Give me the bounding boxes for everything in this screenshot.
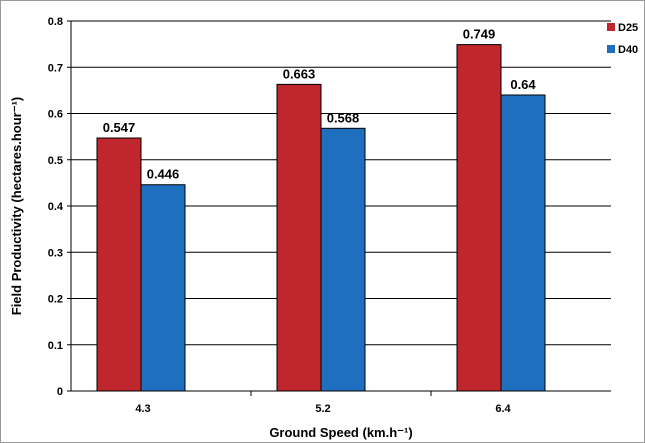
legend: D25 D40 (607, 22, 638, 56)
data-label: 0.663 (283, 66, 316, 81)
bar-d25-6.4 (456, 44, 502, 392)
x-tick-label: 6.4 (495, 403, 511, 415)
x-axis-title: Ground Speed (km.h⁻¹) (269, 425, 412, 440)
y-tick-label: 0.2 (48, 294, 63, 306)
x-tick-label: 4.3 (135, 403, 150, 415)
y-tick-label: 0.7 (48, 62, 63, 74)
x-tick-labels: 4.3 5.2 6.4 (135, 391, 512, 415)
y-tick-label: 0.6 (48, 109, 63, 121)
legend-swatch-d40 (607, 45, 615, 53)
legend-label-d40: D40 (618, 44, 638, 56)
y-tick-label: 0.5 (48, 155, 63, 167)
bar-d25-5.2 (276, 83, 322, 392)
y-tick-label: 0.4 (48, 201, 64, 213)
y-tick-label: 0 (57, 386, 63, 398)
axes (70, 21, 611, 392)
bar-d40-4.3 (140, 184, 186, 392)
legend-label-d25: D25 (618, 22, 638, 34)
data-label: 0.64 (510, 77, 536, 92)
data-label: 0.568 (327, 110, 360, 125)
bars (96, 44, 546, 392)
y-tick-label: 0.1 (48, 340, 63, 352)
bar-d40-5.2 (320, 127, 366, 392)
data-labels: 0.547 0.446 0.663 0.568 0.749 0.64 (103, 27, 537, 182)
legend-swatch-d25 (607, 23, 615, 31)
y-tick-label: 0.3 (48, 247, 63, 259)
y-tick-labels: 0 0.1 0.2 0.3 0.4 0.5 0.6 0.7 0.8 (48, 16, 64, 398)
data-label: 0.547 (103, 120, 136, 135)
data-label: 0.446 (147, 167, 180, 182)
bar-d40-6.4 (500, 94, 546, 392)
data-label: 0.749 (463, 27, 496, 42)
y-axis-title: Field Productivity (hectares.hour⁻¹) (9, 97, 24, 316)
bar-d25-4.3 (96, 137, 142, 392)
x-tick-label: 5.2 (315, 403, 330, 415)
y-tick-label: 0.8 (48, 16, 63, 28)
